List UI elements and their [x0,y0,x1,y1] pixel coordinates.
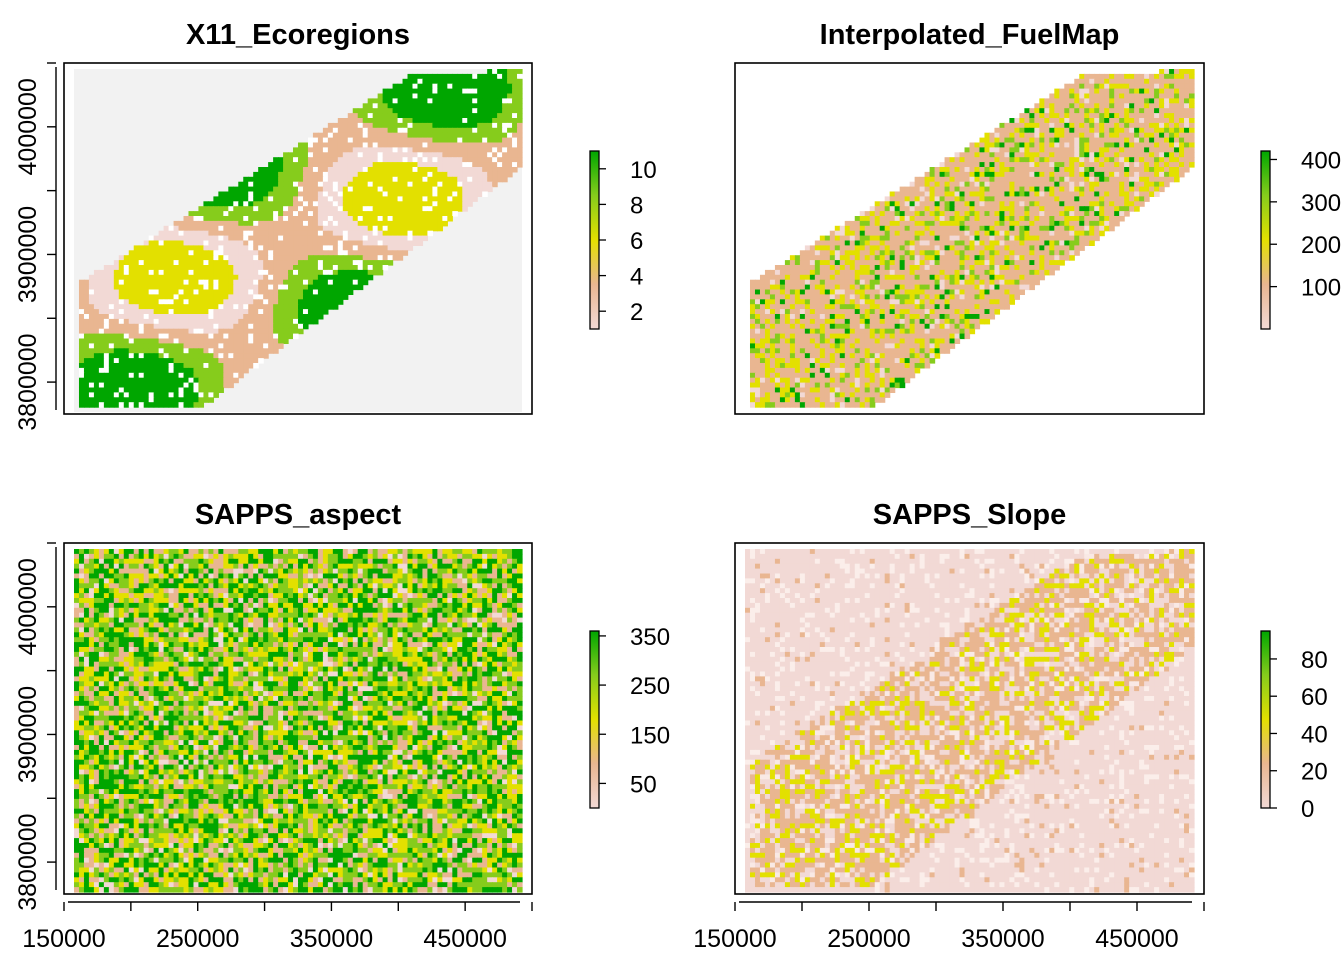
legend-tick-label: 80 [1301,647,1328,674]
x-tick-label: 350000 [961,925,1044,953]
legend-tick-label: 60 [1301,684,1328,711]
y-tick-label: 4000000 [14,558,42,655]
panel-1: X11_Ecoregions 3800000 3900000 4000000 2 4 6 8 1… [14,19,657,431]
x-tick-label: 350000 [290,925,373,953]
legend-tick-label: 2 [630,299,643,326]
legend-tick-label: 0 [1301,796,1314,823]
panel-4: SAPPS_Slope 150000 250000 350000 450000 0 20 40… [693,499,1327,953]
raster-layer [74,549,523,893]
legend-tick-label: 250 [630,673,670,700]
panel-title: X11_Ecoregions [186,19,410,51]
y-tick-label: 3800000 [14,813,42,910]
x-tick-label: 150000 [693,925,776,953]
y-tick-label: 3800000 [14,333,42,430]
y-tick-label: 4000000 [14,78,42,175]
legend-colorbar [1260,630,1271,809]
panel-title: SAPPS_aspect [195,499,402,531]
plot-frame [63,62,533,415]
panel-2: Interpolated_FuelMap 100 200 300 400 [734,19,1341,415]
panel-title: Interpolated_FuelMap [820,19,1120,51]
legend-colorbar [589,630,600,809]
legend-tick-label: 350 [630,624,670,651]
plot-frame [734,542,1205,895]
legend-tick-label: 8 [630,192,643,219]
legend-tick-label: 400 [1301,147,1341,174]
raster-layer [74,69,523,412]
raster-layer [745,549,1195,893]
x-tick-label: 450000 [423,925,506,953]
panel-3: SAPPS_aspect 3800000 3900000 4000000 150000 2… [14,499,670,953]
x-tick-label: 450000 [1095,925,1178,953]
y-tick-label: 3900000 [14,686,42,783]
y-tick-label: 3900000 [14,206,42,303]
plot-frame [63,542,533,895]
legend-tick-label: 150 [630,722,670,749]
x-tick-label: 150000 [22,925,105,953]
legend-tick-label: 40 [1301,721,1328,748]
legend-tick-label: 300 [1301,190,1341,217]
x-tick-label: 250000 [156,925,239,953]
legend-tick-label: 20 [1301,759,1328,786]
plot-frame [734,62,1205,415]
legend-colorbar [1260,150,1271,330]
legend-tick-label: 50 [630,771,657,798]
panel-title: SAPPS_Slope [873,499,1066,531]
x-tick-label: 250000 [827,925,910,953]
legend-colorbar [589,150,600,330]
raster-layer [749,69,1195,408]
legend-tick-label: 6 [630,228,643,255]
legend-tick-label: 10 [630,157,657,184]
legend-tick-label: 200 [1301,232,1341,259]
legend-tick-label: 100 [1301,275,1341,302]
legend-tick-label: 4 [630,264,643,291]
